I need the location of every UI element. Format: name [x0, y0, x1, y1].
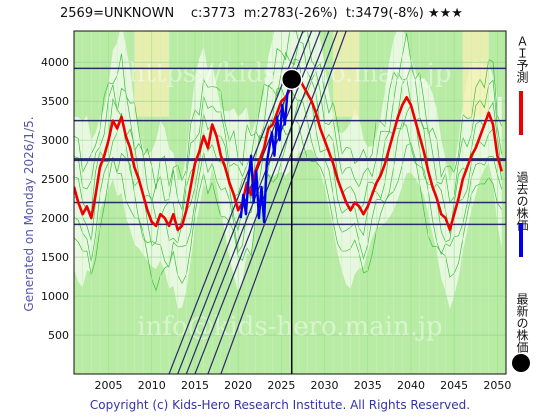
x-tick-label: 2015 [181, 379, 209, 392]
x-tick-label: 2040 [397, 379, 425, 392]
legend-past-price-line [519, 223, 523, 257]
x-tick-label: 2010 [138, 379, 166, 392]
band-squiggle-line [74, 31, 503, 190]
watermark-text: info@kids-hero.main.jp [137, 312, 442, 342]
band-squiggle-line [74, 99, 503, 269]
x-tick-label: 2030 [311, 379, 339, 392]
stock-code: 2569=UNKNOWN [60, 6, 175, 21]
chart-header: 2569=UNKNOWN c:3773 m:2783(-26%) t:3479(… [60, 6, 463, 21]
copyright-footer: Copyright (c) Kids-Hero Research Institu… [89, 398, 471, 412]
current-price: c:3773 [190, 6, 236, 21]
legend-latest-price-dot [512, 354, 530, 372]
legend-past-price-label: 過去の株価 [515, 171, 529, 231]
legend: ＡＩ予測 過去の株価 最新の株価 [508, 31, 534, 374]
target-price: t:3479(-8%) [345, 6, 424, 21]
y-tick-label: 3000 [41, 134, 69, 147]
x-tick-label: 2050 [483, 379, 511, 392]
x-tick-label: 2020 [224, 379, 252, 392]
yellow-patch [462, 31, 489, 117]
y-tick-label: 500 [48, 329, 69, 342]
legend-ai-forecast-line [519, 91, 523, 135]
x-tick-label: 2045 [440, 379, 468, 392]
y-tick-label: 2500 [41, 173, 69, 186]
yellow-patch [333, 31, 360, 117]
x-tick-label: 2005 [95, 379, 123, 392]
latest-price-dot [280, 68, 303, 91]
y-tick-label: 1000 [41, 290, 69, 303]
y-tick-label: 3500 [41, 95, 69, 108]
rating-stars: ★★★ [428, 6, 463, 21]
y-tick-label: 4000 [41, 56, 69, 69]
series-past-price-line [239, 85, 292, 224]
plot-frame [73, 30, 507, 375]
generated-date: Generated on Monday 2026/1/5. [22, 116, 36, 312]
legend-latest-price-label: 最新の株価 [515, 293, 529, 353]
x-tick-label: 2035 [354, 379, 382, 392]
y-tick-label: 1500 [41, 251, 69, 264]
median-price: m:2783(-26%) [243, 6, 338, 21]
x-tick-label: 2025 [267, 379, 295, 392]
band-inner [74, 31, 502, 310]
y-tick-label: 2000 [41, 212, 69, 225]
legend-ai-forecast-label: ＡＩ予測 [515, 35, 529, 83]
